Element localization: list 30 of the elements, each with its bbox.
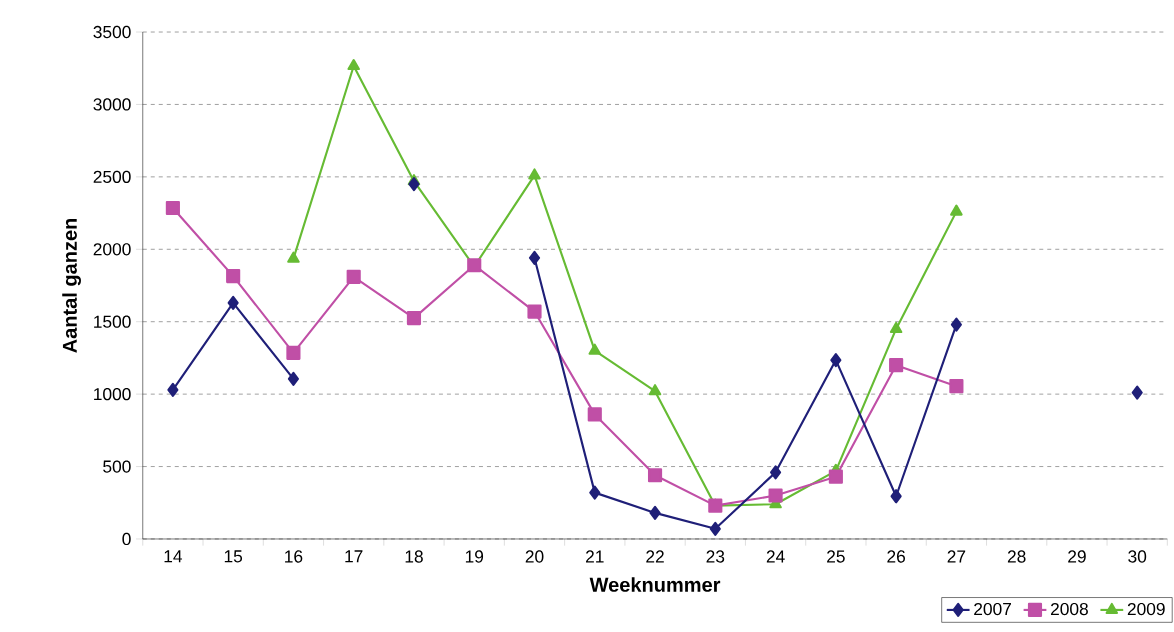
legend-label: 2007 <box>974 602 1011 615</box>
x-tick-label: 16 <box>285 550 303 563</box>
x-tick-label: 14 <box>164 550 183 563</box>
y-tick-label: 1500 <box>94 315 131 328</box>
x-tick-label: 18 <box>405 550 423 563</box>
y-axis-title: Aantal ganzen <box>62 218 81 353</box>
x-tick-label: 25 <box>827 550 845 563</box>
x-tick-label: 27 <box>947 550 966 563</box>
y-tick-label: 1000 <box>94 387 131 401</box>
x-tick-label: 26 <box>887 550 906 563</box>
y-tick-label: 2500 <box>93 170 131 183</box>
legend-label: 2009 <box>1127 602 1165 615</box>
legend-label: 2008 <box>1050 602 1088 615</box>
y-tick-label: 3500 <box>93 25 131 38</box>
x-tick-label: 15 <box>224 550 243 563</box>
x-tick-label: 20 <box>525 550 544 563</box>
x-axis-title: Weeknummer <box>589 576 721 592</box>
x-tick-label: 17 <box>345 550 363 563</box>
x-tick-label: 23 <box>706 550 725 563</box>
x-tick-label: 21 <box>586 550 604 563</box>
x-tick-label: 22 <box>646 550 664 563</box>
x-tick-label: 30 <box>1128 550 1147 563</box>
y-tick-label: 2000 <box>93 242 131 256</box>
x-tick-label: 24 <box>766 550 785 563</box>
y-tick-label: 0 <box>122 532 131 545</box>
y-tick-label: 500 <box>103 460 131 473</box>
x-tick-label: 29 <box>1068 550 1086 563</box>
x-tick-label: 28 <box>1007 550 1026 563</box>
x-tick-label: 19 <box>465 550 484 563</box>
y-tick-label: 3000 <box>93 98 131 111</box>
